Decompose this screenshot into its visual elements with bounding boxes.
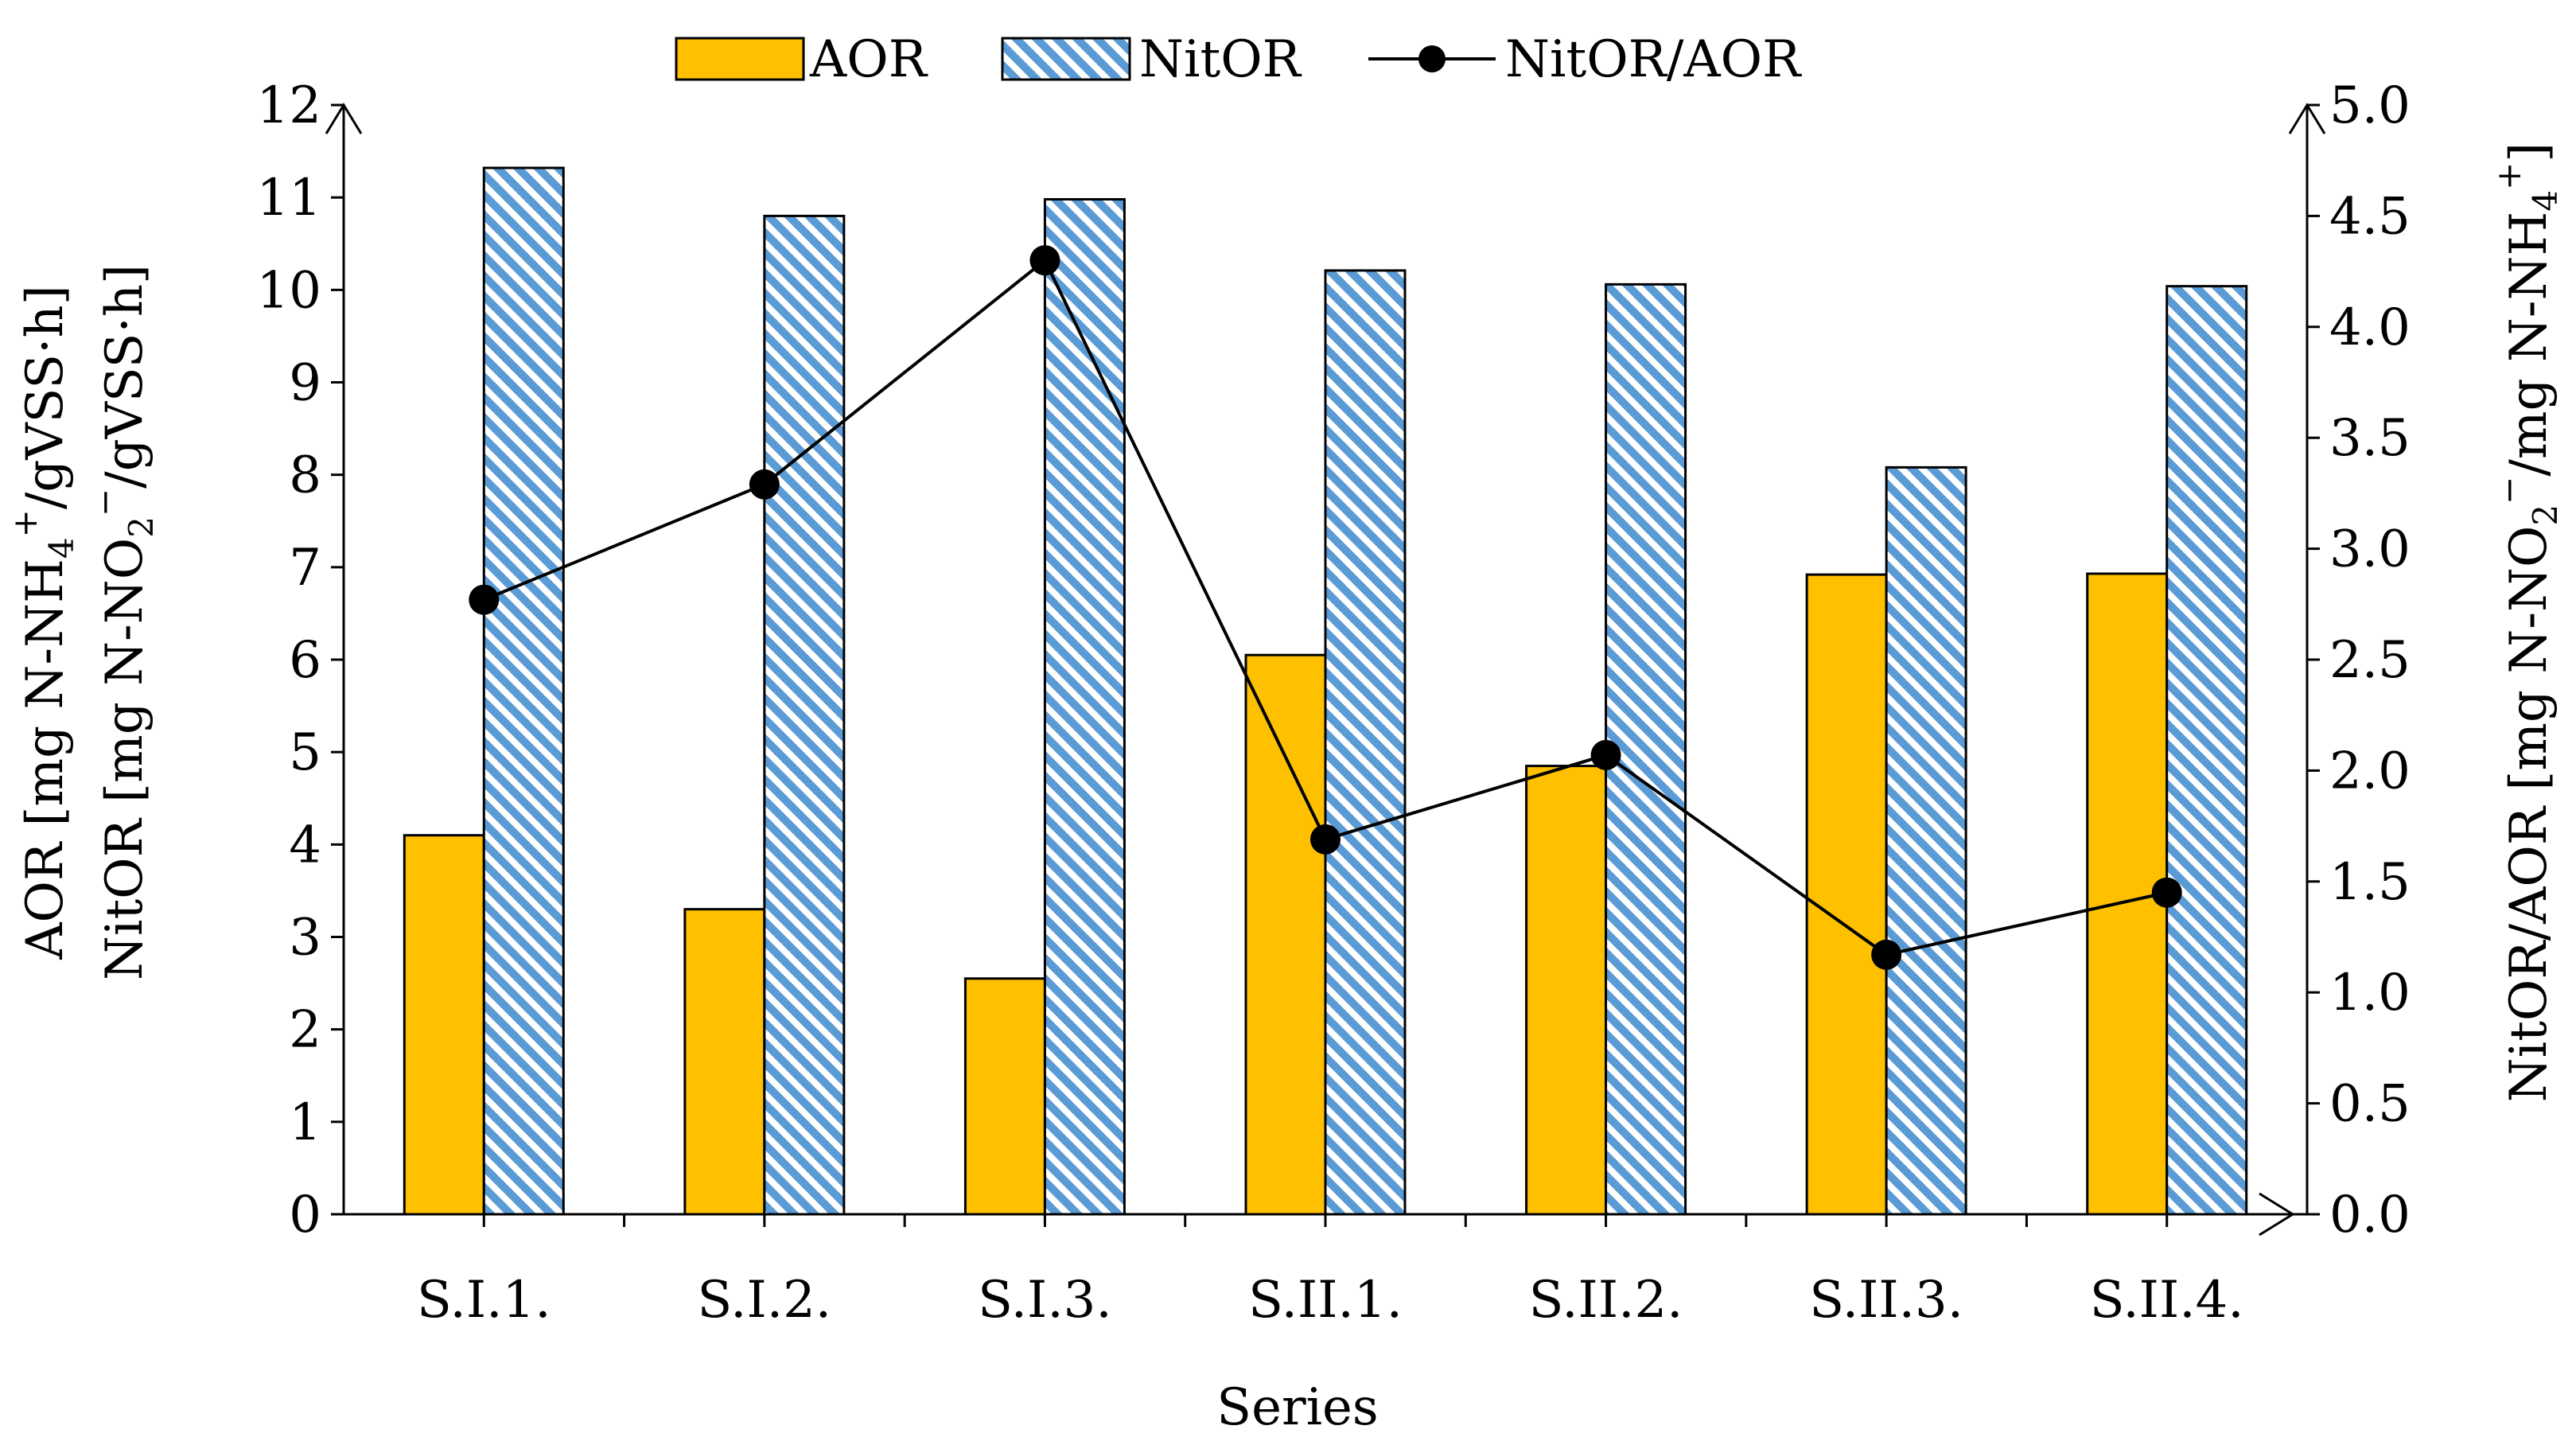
bar-nitor <box>1043 197 1126 1216</box>
y-left-tick-label: 12 <box>257 76 321 135</box>
ratio-point <box>469 584 500 615</box>
legend-marker-ratio <box>1418 45 1446 72</box>
bar-aor <box>1244 653 1327 1216</box>
legend: AOR NitOR NitOR/AOR <box>675 30 1802 89</box>
bar-aor <box>1525 765 1608 1216</box>
legend-label-aor: AOR <box>809 30 928 89</box>
ratio-point <box>1029 245 1060 276</box>
bar-aor <box>403 834 485 1216</box>
y-left-title-line1: AOR [mg N-NH4+/gVSS·h] <box>6 285 81 960</box>
legend-swatch-nitor <box>1001 37 1131 81</box>
bar-nitor <box>2165 285 2248 1216</box>
y-left-tick-label: 7 <box>289 539 321 598</box>
y-left-title: AOR [mg N-NH4+/gVSS·h] <box>6 285 81 960</box>
y-left-tick-label: 10 <box>257 261 321 320</box>
y-left-tick-label: 3 <box>289 909 321 968</box>
y-right-tick-label: 3.0 <box>2329 520 2411 579</box>
ratio-point <box>2151 877 2182 908</box>
ratio-point <box>1871 939 1902 970</box>
x-category-label: S.II.1. <box>1248 1271 1403 1330</box>
y-right-tick-label: 3.5 <box>2329 409 2411 468</box>
y-left-tick-label: 6 <box>289 631 321 690</box>
y-left-tick-label: 0 <box>289 1186 321 1245</box>
x-category-label: S.I.1. <box>417 1271 551 1330</box>
x-axis-title: Series <box>1216 1378 1379 1437</box>
x-category-label: S.II.2. <box>1529 1271 1683 1330</box>
x-category-label: S.I.2. <box>698 1271 832 1330</box>
y-right-tick-label: 4.5 <box>2329 187 2411 246</box>
y-right-tick-label: 5.0 <box>2329 76 2411 135</box>
bar-aor <box>683 908 766 1216</box>
y-right-tick-label: 4.0 <box>2329 298 2411 357</box>
y-left-tick-label: 9 <box>289 354 321 413</box>
y-left-title-line2: NitOR [mg N-NO2−/gVSS·h] <box>85 264 161 980</box>
y-right-tick-label: 2.5 <box>2329 631 2411 690</box>
legend-swatch-aor <box>675 37 805 81</box>
y-right-title: NitOR/AOR [mg N-NO2−/mg N-NH4+] <box>2489 142 2565 1103</box>
ratio-point <box>1590 739 1621 770</box>
x-category-label: S.II.3. <box>1809 1271 1963 1330</box>
y-right-tick-label: 0.5 <box>2329 1075 2411 1134</box>
y-right-tick-label: 2.0 <box>2329 742 2411 800</box>
y-left-tick-label: 5 <box>289 723 321 782</box>
x-category-label: S.I.3. <box>978 1271 1112 1330</box>
bar-nitor <box>482 166 565 1216</box>
y-left-tick-label: 1 <box>289 1093 321 1152</box>
x-axis-arrow-icon <box>2259 1192 2295 1237</box>
bar-aor <box>1805 573 1888 1216</box>
y-right-tick-label: 1.5 <box>2329 853 2411 912</box>
ratio-point <box>749 469 780 500</box>
bar-aor <box>963 977 1046 1216</box>
y-left-title-2: NitOR [mg N-NO2−/gVSS·h] <box>85 264 161 980</box>
bar-nitor <box>1324 269 1407 1216</box>
y-left-tick-label: 2 <box>289 1001 321 1060</box>
y-right-tick-label: 1.0 <box>2329 964 2411 1022</box>
y-left-tick-label: 11 <box>257 169 321 228</box>
bar-nitor <box>1885 465 1967 1216</box>
legend-label-nitor: NitOR <box>1139 30 1302 89</box>
legend-label-ratio: NitOR/AOR <box>1505 30 1802 89</box>
plot-area: 01234567891011120.00.51.01.52.02.53.03.5… <box>257 76 2411 1330</box>
y-right-tick-label: 0.0 <box>2329 1186 2411 1245</box>
x-category-label: S.II.4. <box>2090 1271 2244 1330</box>
bar-nitor <box>763 214 846 1216</box>
y-right-title-text: NitOR/AOR [mg N-NO2−/mg N-NH4+] <box>2489 142 2565 1103</box>
y-left-tick-label: 4 <box>289 816 321 874</box>
ratio-point <box>1310 824 1341 855</box>
y-left-tick-label: 8 <box>289 446 321 505</box>
